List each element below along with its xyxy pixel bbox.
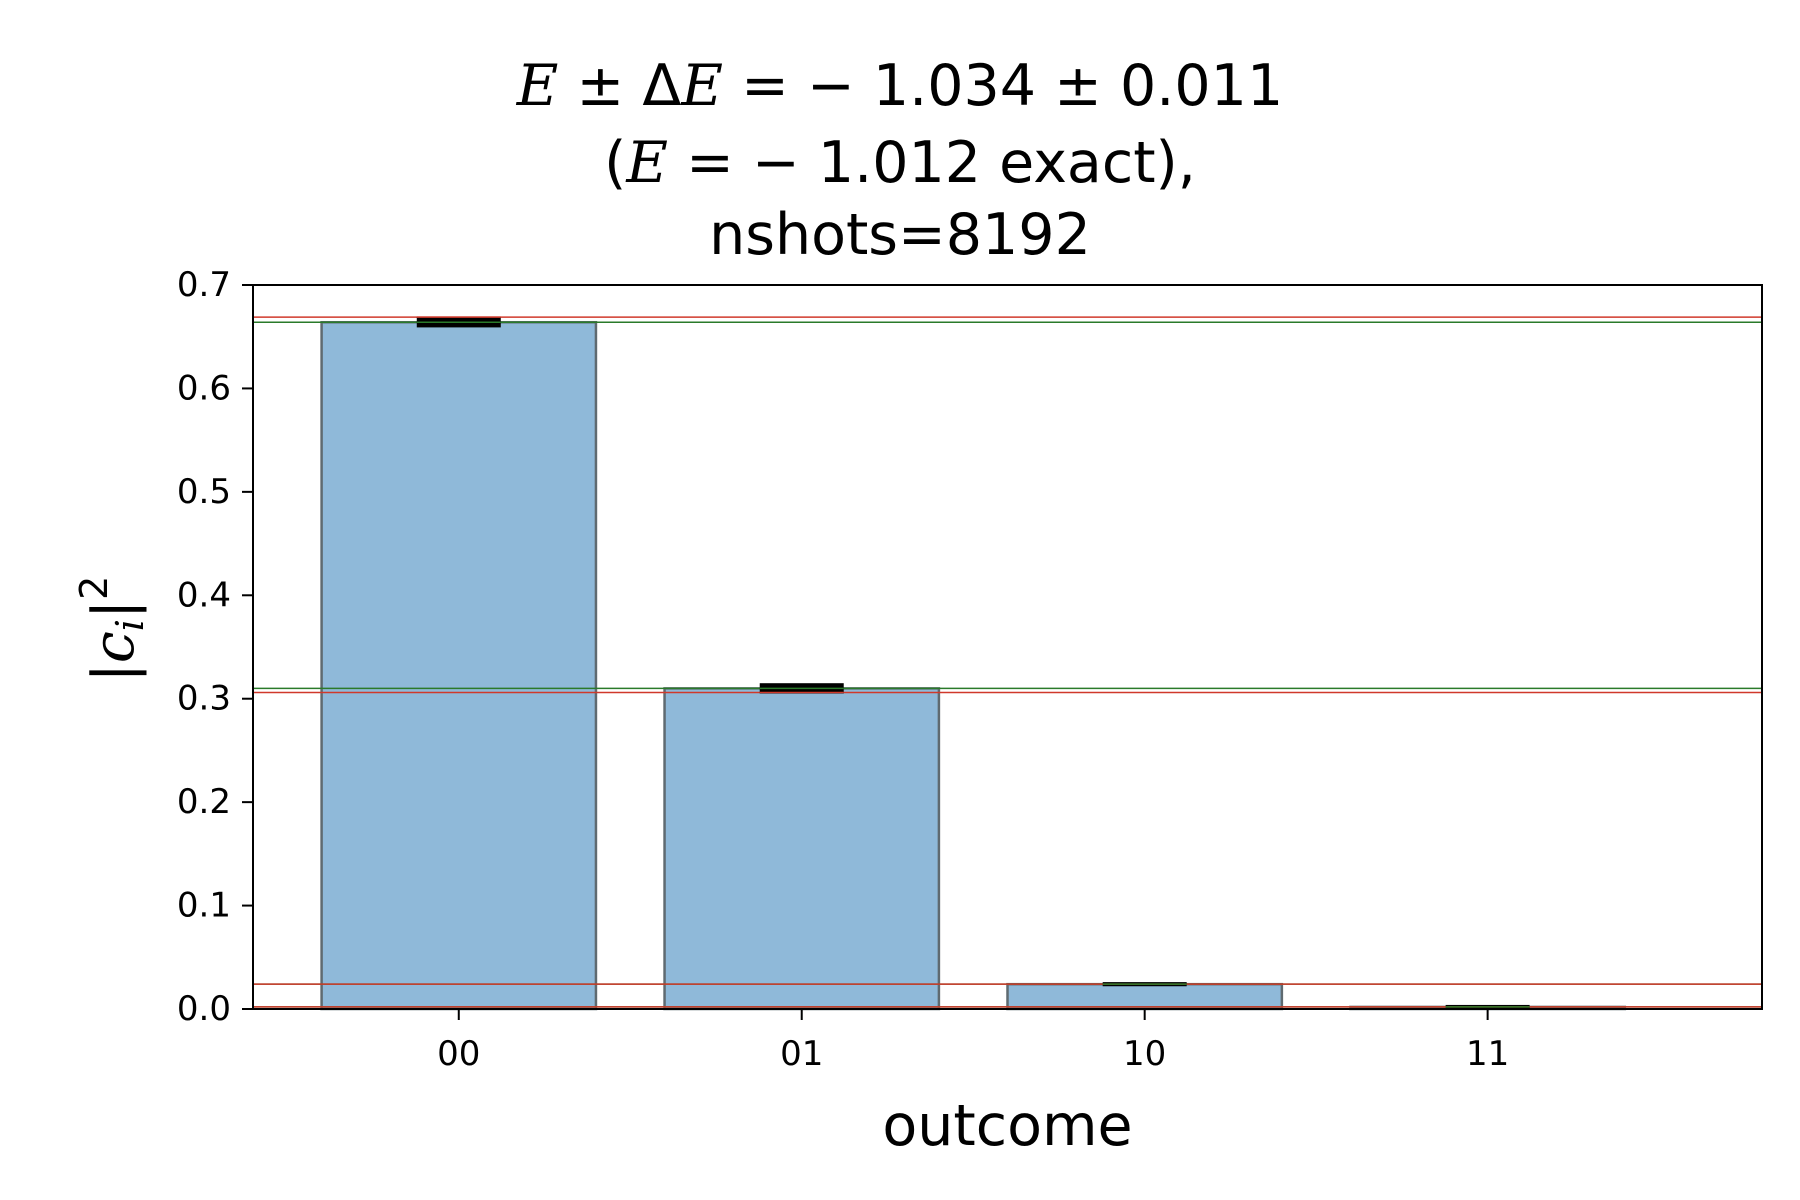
bar-01	[663, 687, 941, 1011]
bar-00	[320, 320, 598, 1011]
x-tick-label-10: 10	[1123, 1034, 1166, 1074]
y-tick-label-0.4: 0.4	[177, 575, 231, 615]
y-axis-label: |ci|2	[72, 575, 152, 683]
x-tick-label-00: 00	[437, 1034, 480, 1074]
x-axis-label: outcome	[882, 1093, 1133, 1159]
x-tick-label-11: 11	[1466, 1034, 1509, 1074]
x-tick-label-01: 01	[780, 1034, 823, 1074]
y-tick-label-0.3: 0.3	[177, 679, 231, 719]
y-tick-label-0.2: 0.2	[177, 782, 231, 822]
y-tick-label-0.5: 0.5	[177, 472, 231, 512]
x-axis: 00 01 10 11	[437, 1009, 1509, 1074]
bars-layer	[320, 320, 1627, 1011]
y-tick-label-0.0: 0.0	[177, 989, 231, 1029]
y-tick-label-0.7: 0.7	[177, 265, 231, 305]
reference-lines-layer	[253, 316, 1762, 1008]
y-tick-label-0.1: 0.1	[177, 886, 231, 926]
chart-title-line-2: (E = − 1.012 exact),	[604, 130, 1196, 196]
y-axis: 0.0 0.1 0.2 0.3 0.4 0.5 0.6 0.7	[177, 265, 253, 1029]
chart-title-line-3: nshots=8192	[709, 202, 1091, 268]
chart-title-line-1: E ± ΔE = − 1.034 ± 0.011	[516, 53, 1284, 119]
bar-10	[1006, 982, 1284, 1011]
y-tick-label-0.6: 0.6	[177, 368, 231, 408]
error-bars-layer	[416, 316, 1530, 1009]
plot-frame	[252, 284, 1763, 1010]
